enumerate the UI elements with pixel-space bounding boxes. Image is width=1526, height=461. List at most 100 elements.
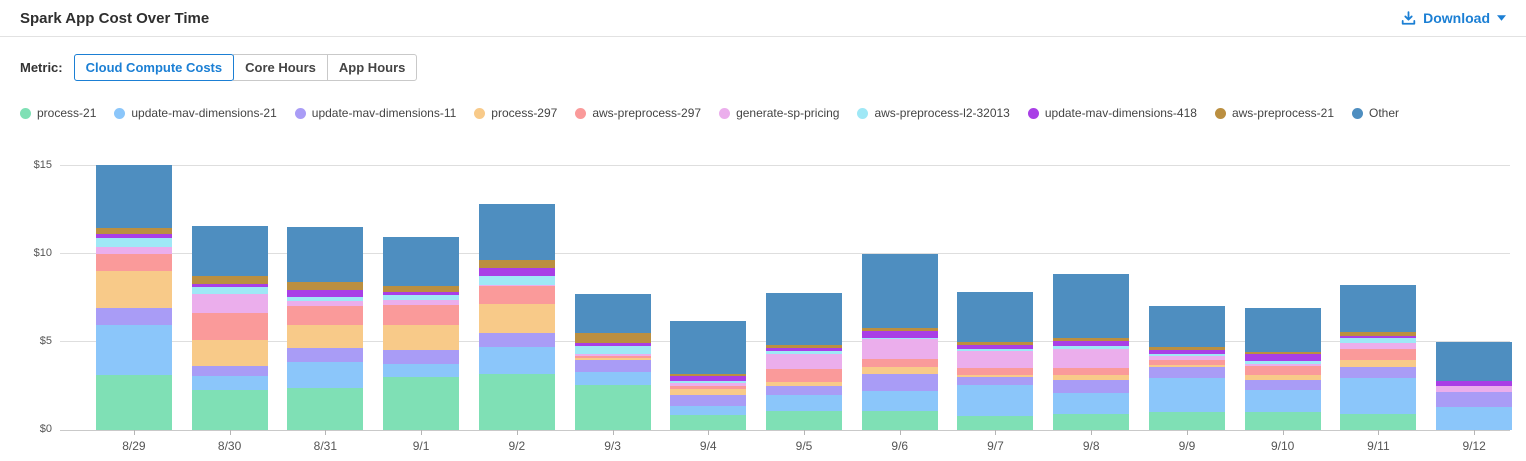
bar-segment[interactable] bbox=[574, 346, 651, 355]
bar-segment[interactable] bbox=[766, 369, 842, 383]
bar-segment[interactable] bbox=[287, 325, 364, 349]
bar-segment[interactable] bbox=[1436, 385, 1513, 393]
bar-segment[interactable] bbox=[574, 357, 651, 361]
bar-segment[interactable] bbox=[670, 389, 747, 395]
bar-segment[interactable] bbox=[478, 333, 555, 348]
bar-segment[interactable] bbox=[1340, 378, 1417, 415]
legend-item[interactable]: update-mav-dimensions-418 bbox=[1027, 106, 1197, 120]
bar-segment[interactable] bbox=[1340, 367, 1417, 378]
bar-segment[interactable] bbox=[766, 410, 842, 430]
bar-segment[interactable] bbox=[287, 362, 364, 388]
bar-segment[interactable] bbox=[478, 284, 555, 287]
stacked-bar[interactable] bbox=[1436, 341, 1513, 430]
bar-segment[interactable] bbox=[1053, 414, 1130, 430]
stacked-bar[interactable] bbox=[1053, 274, 1130, 430]
legend-item[interactable]: update-mav-dimensions-11 bbox=[294, 106, 456, 120]
bar-segment[interactable] bbox=[957, 350, 1034, 369]
bar-segment[interactable] bbox=[1053, 341, 1130, 347]
bar-segment[interactable] bbox=[191, 340, 268, 366]
stacked-bar[interactable] bbox=[287, 227, 364, 430]
bar-segment[interactable] bbox=[287, 296, 364, 302]
bar-segment[interactable] bbox=[1244, 361, 1321, 364]
bar-segment[interactable] bbox=[1340, 338, 1417, 343]
bar-segment[interactable] bbox=[1148, 353, 1225, 356]
stacked-bar[interactable] bbox=[574, 293, 651, 430]
bar-segment[interactable] bbox=[957, 291, 1034, 342]
legend-item[interactable]: Other bbox=[1352, 106, 1399, 120]
bar-segment[interactable] bbox=[191, 225, 268, 277]
bar-segment[interactable] bbox=[478, 275, 555, 285]
bar-segment[interactable] bbox=[957, 348, 1034, 351]
bar-segment[interactable] bbox=[1053, 338, 1130, 342]
bar-segment[interactable] bbox=[670, 394, 747, 407]
bar-segment[interactable] bbox=[861, 358, 938, 367]
bar-segment[interactable] bbox=[1244, 363, 1321, 366]
stacked-bar[interactable] bbox=[957, 291, 1034, 430]
bar-segment[interactable] bbox=[1148, 412, 1225, 430]
bar-segment[interactable] bbox=[95, 325, 172, 376]
bar-segment[interactable] bbox=[95, 228, 172, 235]
legend-item[interactable]: aws-preprocess-21 bbox=[1214, 106, 1334, 120]
bar-segment[interactable] bbox=[383, 299, 460, 305]
bar-segment[interactable] bbox=[1244, 365, 1321, 376]
bar-segment[interactable] bbox=[574, 333, 651, 344]
bar-segment[interactable] bbox=[191, 276, 268, 285]
bar-segment[interactable] bbox=[861, 337, 938, 340]
bar-segment[interactable] bbox=[1148, 367, 1225, 378]
bar-segment[interactable] bbox=[95, 164, 172, 229]
bar-segment[interactable] bbox=[1053, 346, 1130, 349]
stacked-bar[interactable] bbox=[95, 164, 172, 430]
bar-segment[interactable] bbox=[287, 227, 364, 282]
bar-segment[interactable] bbox=[478, 347, 555, 375]
bar-segment[interactable] bbox=[861, 331, 938, 338]
bar-segment[interactable] bbox=[766, 394, 842, 411]
bar-segment[interactable] bbox=[1053, 375, 1130, 380]
bar-segment[interactable] bbox=[861, 391, 938, 411]
bar-segment[interactable] bbox=[861, 366, 938, 375]
bar-segment[interactable] bbox=[574, 354, 651, 356]
bar-segment[interactable] bbox=[1148, 306, 1225, 347]
bar-segment[interactable] bbox=[478, 204, 555, 260]
bar-segment[interactable] bbox=[1340, 414, 1417, 430]
bar-segment[interactable] bbox=[287, 289, 364, 297]
bar-segment[interactable] bbox=[861, 374, 938, 392]
bar-segment[interactable] bbox=[957, 341, 1034, 346]
bar-segment[interactable] bbox=[574, 372, 651, 386]
bar-segment[interactable] bbox=[861, 327, 938, 332]
bar-segment[interactable] bbox=[1340, 284, 1417, 333]
bar-segment[interactable] bbox=[287, 281, 364, 290]
bar-segment[interactable] bbox=[95, 246, 172, 254]
bar-segment[interactable] bbox=[1340, 359, 1417, 368]
bar-segment[interactable] bbox=[95, 375, 172, 430]
bar-segment[interactable] bbox=[383, 349, 460, 364]
bar-segment[interactable] bbox=[383, 236, 460, 286]
stacked-bar[interactable] bbox=[1244, 307, 1321, 430]
bar-segment[interactable] bbox=[191, 365, 268, 377]
bar-segment[interactable] bbox=[1148, 350, 1225, 354]
download-button[interactable]: Download bbox=[1401, 10, 1506, 26]
bar-segment[interactable] bbox=[574, 360, 651, 373]
bar-segment[interactable] bbox=[287, 387, 364, 430]
bar-segment[interactable] bbox=[383, 304, 460, 326]
bar-segment[interactable] bbox=[383, 363, 460, 378]
bar-segment[interactable] bbox=[191, 294, 268, 313]
bar-segment[interactable] bbox=[1340, 348, 1417, 360]
bar-segment[interactable] bbox=[1148, 346, 1225, 351]
bar-segment[interactable] bbox=[670, 385, 747, 390]
bar-segment[interactable] bbox=[383, 292, 460, 296]
bar-segment[interactable] bbox=[670, 415, 747, 430]
stacked-bar[interactable] bbox=[1148, 306, 1225, 430]
bar-segment[interactable] bbox=[478, 303, 555, 334]
bar-segment[interactable] bbox=[287, 348, 364, 363]
bar-segment[interactable] bbox=[957, 385, 1034, 416]
legend-item[interactable]: process-297 bbox=[474, 106, 557, 120]
bar-segment[interactable] bbox=[766, 348, 842, 351]
bar-segment[interactable] bbox=[861, 410, 938, 430]
legend-item[interactable]: generate-sp-pricing bbox=[719, 106, 839, 120]
bar-segment[interactable] bbox=[1340, 342, 1417, 349]
legend-item[interactable]: update-mav-dimensions-21 bbox=[114, 106, 277, 120]
bar-segment[interactable] bbox=[1053, 393, 1130, 415]
bar-segment[interactable] bbox=[191, 390, 268, 430]
stacked-bar[interactable] bbox=[191, 225, 268, 430]
metric-option-core-hours[interactable]: Core Hours bbox=[233, 54, 328, 81]
